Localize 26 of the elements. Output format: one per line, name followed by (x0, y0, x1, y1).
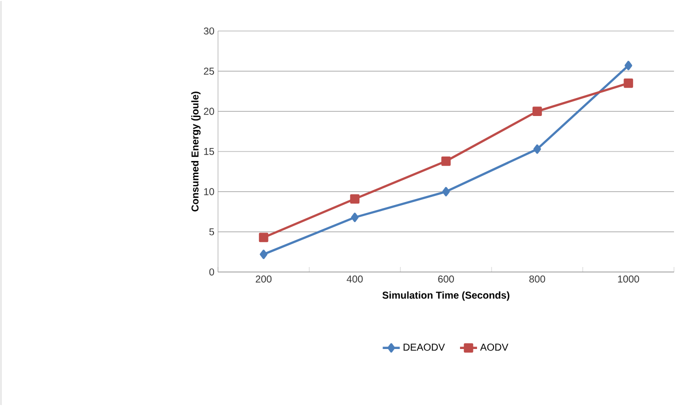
y-tick-label: 30 (204, 27, 214, 35)
point (258, 232, 268, 242)
y-tick-label: 25 (204, 68, 214, 75)
y-tick-label: 10 (204, 188, 214, 196)
point (351, 212, 359, 222)
y-tick-label: 5 (209, 228, 214, 236)
y-tick-label: 0 (209, 268, 214, 276)
point (441, 156, 451, 166)
y-axis-title: Consumed Energy (joule) (191, 92, 201, 212)
point (260, 250, 268, 260)
point (442, 186, 450, 196)
x-tick-label: 200 (256, 276, 272, 283)
legend-label: DEAODV (404, 344, 445, 351)
x-tick-label: 600 (438, 276, 454, 283)
y-tick-label: 20 (204, 108, 214, 115)
x-tick-label: 1000 (618, 276, 640, 283)
point (533, 144, 541, 154)
x-tick-label: 400 (346, 276, 363, 283)
point (532, 106, 542, 116)
point (350, 194, 360, 204)
legend-label: AODV (480, 344, 508, 351)
x-tick-label: 800 (529, 276, 546, 283)
point (624, 60, 632, 70)
x-axis-title: Simulation Time (Seconds) (382, 291, 510, 301)
point (624, 78, 634, 88)
y-tick-label: 15 (204, 148, 214, 155)
